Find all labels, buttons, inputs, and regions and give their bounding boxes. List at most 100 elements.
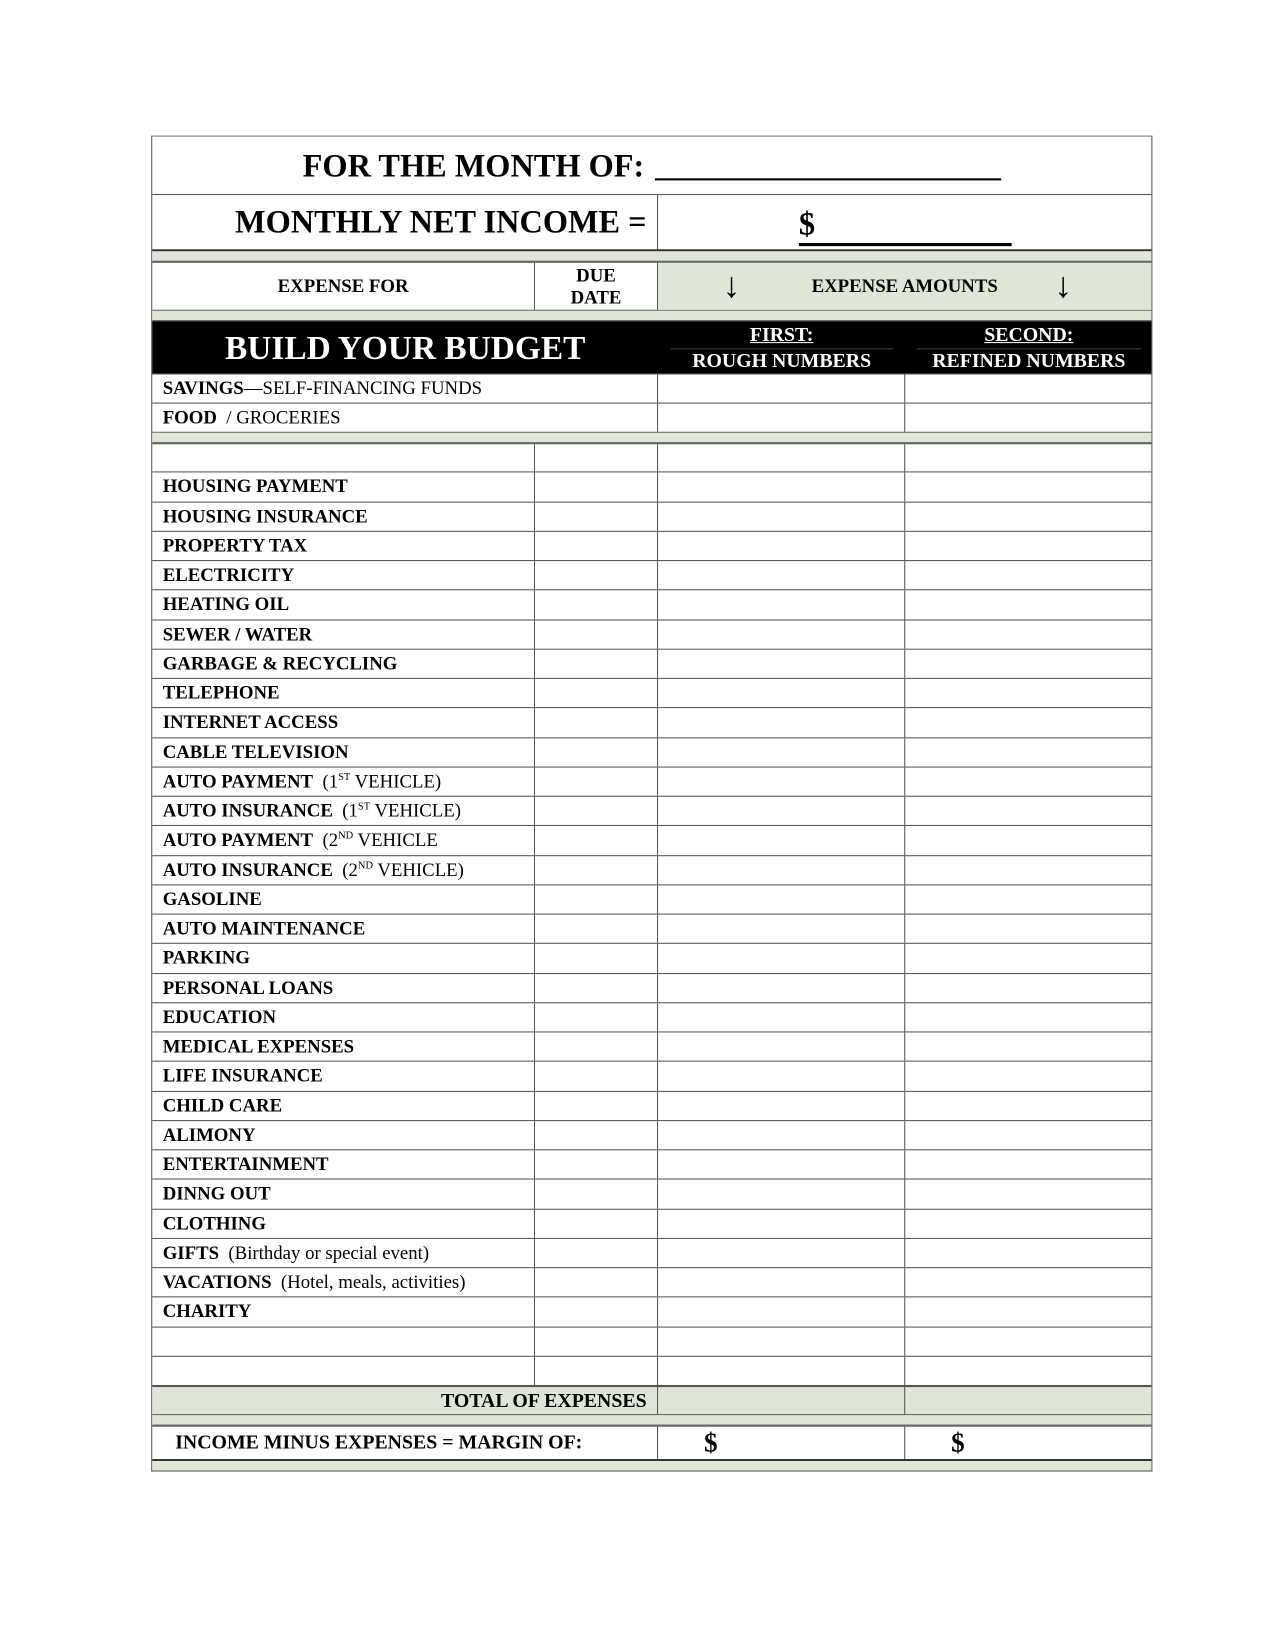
second-amount-field[interactable] <box>905 1209 1151 1237</box>
second-amount-field[interactable] <box>905 708 1151 736</box>
first-amount-field[interactable] <box>658 1238 906 1268</box>
due-date-field[interactable] <box>535 1297 659 1327</box>
due-date-field[interactable] <box>535 620 659 649</box>
first-amount-field[interactable] <box>658 885 906 914</box>
first-amount-field[interactable] <box>658 796 906 826</box>
margin-second-field[interactable]: $ <box>951 1427 965 1458</box>
second-amount-field[interactable] <box>905 1298 1151 1326</box>
due-date-field[interactable] <box>535 796 659 826</box>
due-date-field[interactable] <box>535 885 659 914</box>
first-amount-field[interactable] <box>658 1327 906 1356</box>
first-amount-field[interactable] <box>658 1003 906 1032</box>
due-date-field[interactable] <box>535 1268 659 1297</box>
due-date-field[interactable] <box>535 678 659 708</box>
second-amount-field[interactable] <box>905 649 1151 677</box>
first-amount-field[interactable] <box>658 502 906 531</box>
due-date-field[interactable] <box>535 1179 659 1209</box>
due-date-field[interactable] <box>535 472 659 502</box>
first-amount-field[interactable] <box>658 561 906 590</box>
first-amount-field[interactable] <box>658 1032 906 1061</box>
second-amount-field[interactable] <box>905 374 1151 402</box>
second-amount-field[interactable] <box>905 1239 1151 1267</box>
first-amount-field[interactable] <box>658 1209 906 1238</box>
second-amount-field[interactable] <box>905 856 1151 884</box>
first-amount-field[interactable] <box>658 1356 906 1385</box>
first-amount-field[interactable] <box>658 973 906 1002</box>
due-date-field[interactable] <box>535 973 659 1002</box>
first-amount-field[interactable] <box>658 472 906 502</box>
first-amount-field[interactable] <box>658 374 906 403</box>
due-date-field[interactable] <box>535 944 659 973</box>
first-amount-field[interactable] <box>658 767 906 796</box>
income-field[interactable]: $ <box>798 205 1012 247</box>
due-date-field[interactable] <box>535 1150 659 1179</box>
due-date-field[interactable] <box>535 1032 659 1061</box>
due-date-field[interactable] <box>535 1356 659 1385</box>
second-amount-field[interactable] <box>905 826 1151 854</box>
due-date-field[interactable] <box>535 1091 659 1120</box>
second-amount-field[interactable] <box>905 1121 1151 1149</box>
second-amount-field[interactable] <box>905 444 1151 471</box>
second-amount-field[interactable] <box>905 561 1151 589</box>
second-amount-field[interactable] <box>905 1180 1151 1208</box>
due-date-field[interactable] <box>535 561 659 590</box>
second-amount-field[interactable] <box>905 1150 1151 1178</box>
second-amount-field[interactable] <box>905 738 1151 766</box>
second-amount-field[interactable] <box>905 502 1151 530</box>
due-date-field[interactable] <box>535 1327 659 1356</box>
second-amount-field[interactable] <box>905 944 1151 972</box>
due-date-field[interactable] <box>535 444 659 472</box>
due-date-field[interactable] <box>535 737 659 767</box>
second-amount-field[interactable] <box>905 620 1151 648</box>
first-amount-field[interactable] <box>658 1268 906 1297</box>
due-date-field[interactable] <box>535 767 659 796</box>
second-amount-field[interactable] <box>905 1357 1151 1385</box>
first-amount-field[interactable] <box>658 590 906 619</box>
second-amount-field[interactable] <box>905 532 1151 560</box>
due-date-field[interactable] <box>535 1209 659 1238</box>
first-amount-field[interactable] <box>658 531 906 561</box>
second-amount-field[interactable] <box>905 473 1151 501</box>
second-amount-field[interactable] <box>905 767 1151 795</box>
second-amount-field[interactable] <box>905 1091 1151 1119</box>
due-date-field[interactable] <box>535 914 659 944</box>
first-amount-field[interactable] <box>658 444 906 472</box>
second-amount-field[interactable] <box>905 404 1151 432</box>
first-amount-field[interactable] <box>658 1061 906 1091</box>
first-amount-field[interactable] <box>658 1120 906 1150</box>
second-amount-field[interactable] <box>905 1003 1151 1031</box>
second-amount-field[interactable] <box>905 679 1151 707</box>
first-amount-field[interactable] <box>658 678 906 708</box>
due-date-field[interactable] <box>535 855 659 885</box>
due-date-field[interactable] <box>535 502 659 531</box>
due-date-field[interactable] <box>535 531 659 561</box>
due-date-field[interactable] <box>535 1003 659 1032</box>
first-amount-field[interactable] <box>658 620 906 649</box>
margin-first-field[interactable]: $ <box>658 1426 906 1460</box>
first-amount-field[interactable] <box>658 649 906 678</box>
due-date-field[interactable] <box>535 1238 659 1268</box>
due-date-field[interactable] <box>535 649 659 678</box>
first-amount-field[interactable] <box>658 708 906 737</box>
second-amount-field[interactable] <box>905 915 1151 943</box>
second-amount-field[interactable] <box>905 1327 1151 1355</box>
second-amount-field[interactable] <box>905 1032 1151 1060</box>
month-field[interactable] <box>654 151 1001 180</box>
first-amount-field[interactable] <box>658 944 906 973</box>
due-date-field[interactable] <box>535 708 659 737</box>
due-date-field[interactable] <box>535 1120 659 1150</box>
first-amount-field[interactable] <box>658 1297 906 1327</box>
first-amount-field[interactable] <box>658 1179 906 1209</box>
first-amount-field[interactable] <box>658 737 906 767</box>
total-first-field[interactable] <box>658 1387 906 1415</box>
total-second-field[interactable] <box>905 1387 1151 1414</box>
first-amount-field[interactable] <box>658 826 906 855</box>
due-date-field[interactable] <box>535 826 659 855</box>
first-amount-field[interactable] <box>658 855 906 885</box>
second-amount-field[interactable] <box>905 591 1151 619</box>
second-amount-field[interactable] <box>905 974 1151 1002</box>
second-amount-field[interactable] <box>905 885 1151 913</box>
first-amount-field[interactable] <box>658 403 906 432</box>
second-amount-field[interactable] <box>905 1062 1151 1090</box>
due-date-field[interactable] <box>535 590 659 619</box>
